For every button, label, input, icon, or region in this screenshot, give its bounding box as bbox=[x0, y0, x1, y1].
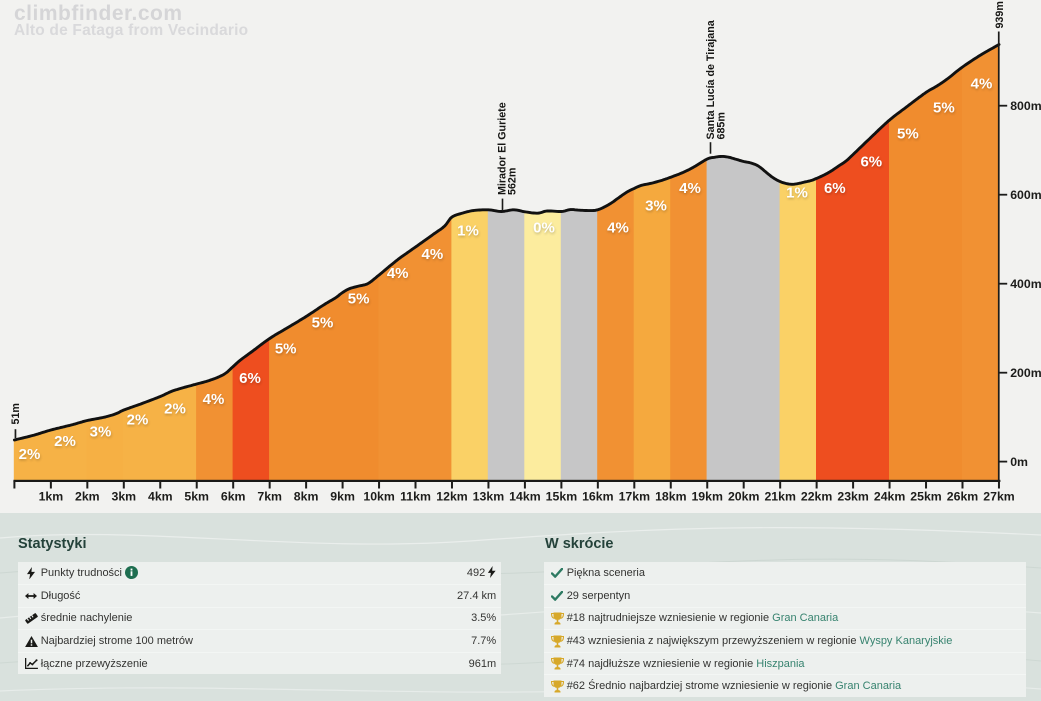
svg-text:939m: 939m bbox=[994, 1, 1006, 28]
svg-text:1km: 1km bbox=[39, 490, 64, 504]
svg-text:4%: 4% bbox=[387, 265, 409, 282]
svg-text:5km: 5km bbox=[184, 490, 209, 504]
svg-text:1%: 1% bbox=[457, 223, 479, 240]
svg-text:800m: 800m bbox=[1010, 99, 1041, 113]
svg-text:2%: 2% bbox=[54, 433, 76, 450]
svg-text:2%: 2% bbox=[164, 401, 186, 418]
svg-text:23km: 23km bbox=[837, 490, 869, 504]
svg-text:0m: 0m bbox=[1010, 455, 1028, 469]
svg-text:2km: 2km bbox=[75, 490, 100, 504]
svg-text:5%: 5% bbox=[312, 315, 334, 332]
svg-text:3km: 3km bbox=[111, 490, 136, 504]
svg-text:Mirador El Guriete: Mirador El Guriete bbox=[497, 102, 509, 195]
svg-text:5%: 5% bbox=[897, 126, 919, 143]
svg-text:26km: 26km bbox=[947, 490, 979, 504]
svg-text:200m: 200m bbox=[1010, 366, 1041, 380]
svg-text:600m: 600m bbox=[1010, 188, 1041, 202]
svg-text:4%: 4% bbox=[422, 246, 444, 263]
svg-text:8km: 8km bbox=[294, 490, 319, 504]
svg-text:4%: 4% bbox=[971, 75, 993, 92]
svg-text:6%: 6% bbox=[860, 154, 882, 171]
svg-text:20km: 20km bbox=[728, 490, 760, 504]
svg-text:51m: 51m bbox=[10, 403, 22, 424]
svg-text:17km: 17km bbox=[619, 490, 651, 504]
svg-text:10km: 10km bbox=[363, 490, 395, 504]
svg-text:4%: 4% bbox=[203, 391, 225, 408]
svg-text:Santa Lucía de Tirajana: Santa Lucía de Tirajana bbox=[705, 19, 717, 139]
svg-text:12km: 12km bbox=[436, 490, 468, 504]
svg-text:6%: 6% bbox=[239, 370, 261, 387]
svg-text:5%: 5% bbox=[933, 99, 955, 116]
svg-text:11km: 11km bbox=[400, 490, 431, 504]
svg-text:5%: 5% bbox=[275, 341, 297, 358]
svg-text:7km: 7km bbox=[257, 490, 282, 504]
svg-text:25km: 25km bbox=[910, 490, 942, 504]
svg-text:19km: 19km bbox=[691, 490, 723, 504]
svg-text:1%: 1% bbox=[786, 185, 808, 202]
svg-text:6km: 6km bbox=[221, 490, 246, 504]
svg-text:27km: 27km bbox=[983, 490, 1015, 504]
svg-text:562m: 562m bbox=[507, 168, 519, 195]
svg-text:3%: 3% bbox=[90, 424, 112, 441]
svg-text:3%: 3% bbox=[645, 198, 667, 215]
svg-text:400m: 400m bbox=[1010, 277, 1041, 291]
svg-text:4km: 4km bbox=[148, 490, 173, 504]
svg-text:16km: 16km bbox=[582, 490, 614, 504]
svg-text:5%: 5% bbox=[348, 291, 370, 308]
svg-text:685m: 685m bbox=[716, 112, 728, 139]
svg-text:2%: 2% bbox=[127, 412, 149, 429]
svg-text:22km: 22km bbox=[801, 490, 833, 504]
svg-text:2%: 2% bbox=[19, 446, 41, 463]
svg-text:24km: 24km bbox=[874, 490, 906, 504]
svg-text:18km: 18km bbox=[655, 490, 687, 504]
svg-text:4%: 4% bbox=[607, 220, 629, 237]
svg-text:14km: 14km bbox=[509, 490, 541, 504]
svg-text:15km: 15km bbox=[546, 490, 578, 504]
svg-text:21km: 21km bbox=[764, 490, 796, 504]
svg-text:9km: 9km bbox=[330, 490, 355, 504]
svg-text:13km: 13km bbox=[473, 490, 505, 504]
svg-text:0%: 0% bbox=[533, 220, 555, 237]
svg-text:6%: 6% bbox=[824, 180, 846, 197]
svg-text:4%: 4% bbox=[679, 180, 701, 197]
